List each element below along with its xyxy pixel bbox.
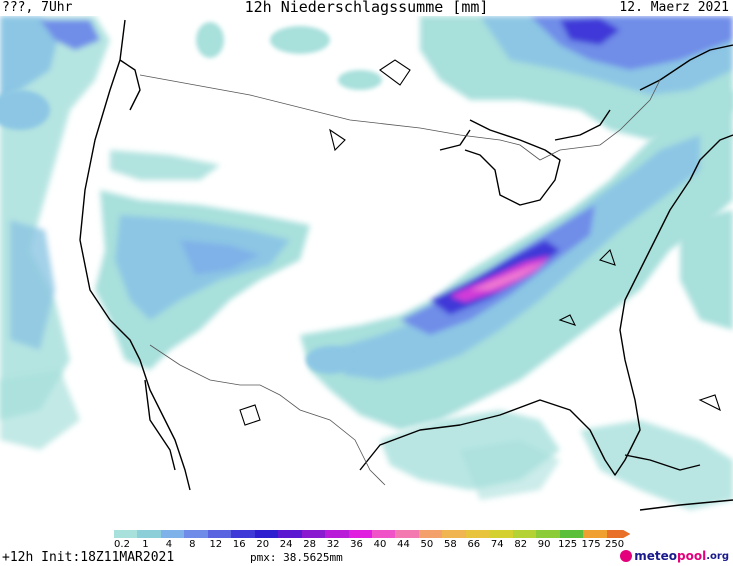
- legend-ticks: 0.2 1 4 8 12 16 20 24 28 32 36 40 44 50 58 66 74 82 90 125 1…: [114, 539, 634, 551]
- map-title: 12h Niederschlagssumme [mm]: [244, 0, 489, 16]
- date-label: 12. Maerz 2021: [619, 0, 729, 15]
- legend-tick-label: 8: [189, 539, 196, 550]
- logo-icon: [620, 550, 633, 562]
- legend-swatch: [160, 530, 185, 538]
- legend-swatch: [395, 530, 420, 538]
- legend-tick-label: 82: [514, 539, 528, 550]
- islands-lakes: [239, 59, 721, 426]
- precip-northeast: [420, 16, 733, 330]
- borders: [79, 19, 733, 511]
- precip-great-basin: [95, 150, 310, 370]
- legend-swatch: [465, 530, 490, 538]
- legend-tick-label: 12: [209, 539, 223, 550]
- meteopool-logo[interactable]: meteo pool .org: [620, 548, 729, 564]
- logo-text-meteo: meteo: [634, 549, 678, 563]
- legend-tick-label: 175: [581, 539, 601, 550]
- political-borders: [139, 74, 661, 486]
- mexico-us-border: [149, 344, 386, 486]
- pacific-coastline: [79, 19, 191, 491]
- pmx-value: pmx: 38.5625mm: [250, 551, 343, 564]
- legend-tick-label: 20: [256, 539, 270, 550]
- atlantic-gulf-coastline: [359, 134, 733, 476]
- logo-text-pool: pool: [677, 549, 707, 563]
- legend-tick-label: 36: [350, 539, 363, 550]
- run-info: +12h Init:18Z11MAR2021: [2, 550, 175, 565]
- legend-swatch: [325, 530, 350, 538]
- legend-tick-label: 58: [443, 539, 457, 550]
- color-legend: [114, 530, 631, 540]
- legend-tick-label: 28: [303, 539, 316, 550]
- precip-main-band: [300, 90, 733, 430]
- precipitation-map: [0, 16, 733, 528]
- legend-swatch: [489, 530, 514, 538]
- legend-swatch: [114, 530, 138, 538]
- legend-tick-label: 1: [142, 539, 149, 550]
- legend-tick-label: 250: [604, 539, 625, 550]
- legend-swatch: [254, 530, 279, 538]
- legend-tick-label: 66: [467, 539, 481, 550]
- legend-swatch: [372, 530, 396, 538]
- legend-swatch: [559, 530, 584, 538]
- legend-swatch: [442, 530, 467, 538]
- legend-swatch: [418, 530, 443, 538]
- legend-tick-label: 40: [373, 539, 387, 550]
- legend-tick-label: 16: [232, 539, 246, 550]
- legend-tick-label: 50: [420, 539, 434, 550]
- great-lakes: [464, 119, 561, 206]
- legend-tick-label: 0.2: [114, 539, 130, 550]
- legend-swatch: [536, 530, 561, 538]
- legend-swatch: [207, 530, 232, 538]
- valid-time-label: ???, 7Uhr: [2, 0, 73, 15]
- canada-us-border: [139, 74, 661, 161]
- legend-tick-label: 32: [326, 539, 340, 550]
- legend-swatch: [512, 530, 537, 538]
- legend-swatch: [348, 530, 373, 538]
- legend-swatch: [606, 530, 631, 538]
- legend-swatch: [137, 530, 162, 538]
- logo-text-org: .org: [706, 550, 729, 562]
- legend-tick-label: 74: [490, 539, 504, 550]
- legend-swatch: [231, 530, 256, 538]
- legend-swatch: [278, 530, 303, 538]
- legend-swatch: [583, 530, 608, 538]
- legend-tick-label: 4: [165, 539, 173, 550]
- legend-swatch: [301, 530, 326, 538]
- legend-tick-label: 90: [537, 539, 551, 550]
- legend-tick-label: 24: [279, 539, 293, 550]
- legend-swatch: [184, 530, 209, 538]
- precip-small-patches: [0, 22, 382, 374]
- legend-tick-label: 44: [397, 539, 410, 550]
- legend-tick-label: 125: [558, 539, 578, 550]
